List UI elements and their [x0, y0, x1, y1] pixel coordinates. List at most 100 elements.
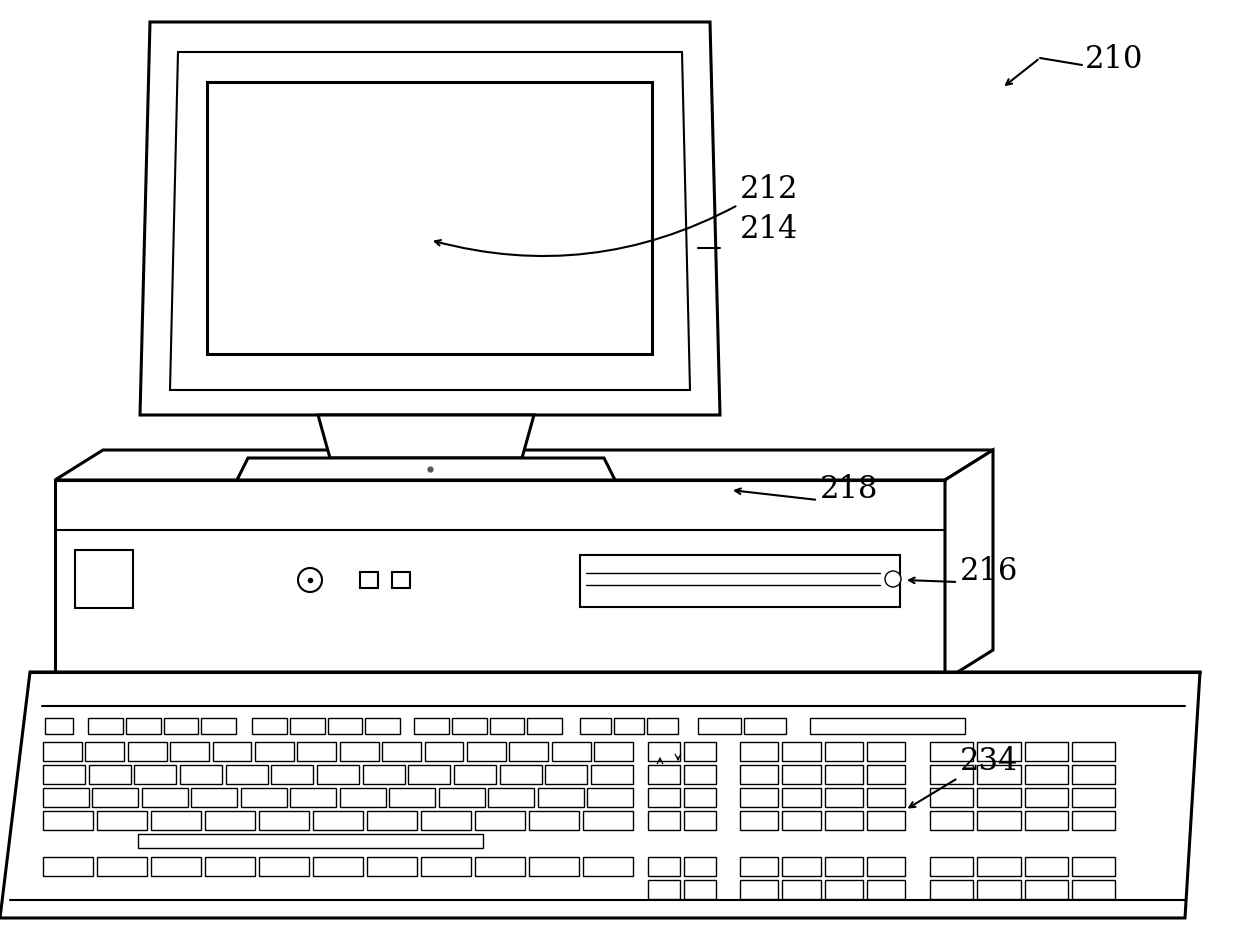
- Bar: [259, 811, 309, 830]
- Bar: [382, 742, 422, 761]
- Bar: [201, 718, 236, 734]
- Bar: [226, 765, 268, 784]
- Bar: [290, 788, 336, 807]
- Bar: [45, 718, 73, 734]
- Bar: [43, 857, 93, 876]
- Bar: [88, 718, 123, 734]
- Bar: [475, 811, 525, 830]
- Bar: [55, 480, 945, 680]
- Bar: [782, 880, 821, 899]
- Bar: [43, 742, 82, 761]
- Bar: [43, 811, 93, 830]
- Bar: [74, 550, 133, 608]
- Bar: [362, 765, 404, 784]
- Bar: [317, 765, 360, 784]
- Bar: [389, 788, 435, 807]
- Polygon shape: [0, 672, 1200, 918]
- Bar: [684, 857, 715, 876]
- Bar: [1024, 742, 1068, 761]
- Bar: [867, 742, 905, 761]
- Text: 210: 210: [1085, 44, 1143, 75]
- Bar: [272, 765, 314, 784]
- Bar: [367, 857, 417, 876]
- Bar: [43, 788, 89, 807]
- Bar: [649, 811, 680, 830]
- Bar: [782, 811, 821, 830]
- Bar: [825, 765, 863, 784]
- Bar: [414, 718, 449, 734]
- Bar: [97, 857, 148, 876]
- Bar: [205, 857, 255, 876]
- Text: 234: 234: [960, 746, 1018, 777]
- Bar: [825, 880, 863, 899]
- Bar: [392, 572, 410, 588]
- Bar: [138, 834, 484, 848]
- Bar: [500, 765, 542, 784]
- Text: 216: 216: [960, 556, 1018, 587]
- Polygon shape: [55, 450, 993, 480]
- Bar: [134, 765, 176, 784]
- Bar: [825, 742, 863, 761]
- Bar: [580, 718, 610, 734]
- Bar: [252, 718, 286, 734]
- Bar: [740, 811, 779, 830]
- Bar: [825, 857, 863, 876]
- Bar: [647, 718, 678, 734]
- Bar: [439, 788, 485, 807]
- Bar: [740, 788, 779, 807]
- Bar: [649, 857, 680, 876]
- Bar: [867, 788, 905, 807]
- Bar: [1024, 811, 1068, 830]
- Bar: [151, 811, 201, 830]
- Bar: [298, 742, 336, 761]
- Bar: [977, 765, 1021, 784]
- Bar: [867, 811, 905, 830]
- Bar: [164, 718, 198, 734]
- Bar: [451, 718, 486, 734]
- Polygon shape: [140, 22, 720, 415]
- Bar: [86, 742, 124, 761]
- Bar: [125, 718, 160, 734]
- Bar: [241, 788, 286, 807]
- Bar: [590, 765, 632, 784]
- Bar: [825, 788, 863, 807]
- Bar: [649, 788, 680, 807]
- Bar: [366, 718, 401, 734]
- Bar: [649, 742, 680, 761]
- Bar: [420, 857, 471, 876]
- Bar: [367, 811, 417, 830]
- Bar: [782, 765, 821, 784]
- Bar: [43, 765, 86, 784]
- Polygon shape: [945, 450, 993, 680]
- Bar: [255, 742, 294, 761]
- Bar: [180, 765, 222, 784]
- Bar: [810, 718, 965, 734]
- Bar: [141, 788, 188, 807]
- Bar: [867, 765, 905, 784]
- Bar: [580, 555, 900, 607]
- Bar: [684, 788, 715, 807]
- Bar: [420, 811, 471, 830]
- Bar: [930, 811, 973, 830]
- Bar: [614, 718, 645, 734]
- Bar: [782, 857, 821, 876]
- Bar: [1024, 857, 1068, 876]
- Bar: [649, 880, 680, 899]
- Bar: [327, 718, 362, 734]
- Bar: [1071, 788, 1115, 807]
- Bar: [1024, 788, 1068, 807]
- Bar: [1071, 880, 1115, 899]
- Polygon shape: [317, 415, 534, 458]
- Bar: [977, 857, 1021, 876]
- Bar: [583, 811, 632, 830]
- Bar: [684, 765, 715, 784]
- Bar: [684, 742, 715, 761]
- Bar: [977, 880, 1021, 899]
- Bar: [744, 718, 786, 734]
- Bar: [740, 742, 779, 761]
- Bar: [527, 718, 562, 734]
- Bar: [583, 857, 632, 876]
- Polygon shape: [170, 52, 689, 390]
- Bar: [1071, 811, 1115, 830]
- Bar: [587, 788, 632, 807]
